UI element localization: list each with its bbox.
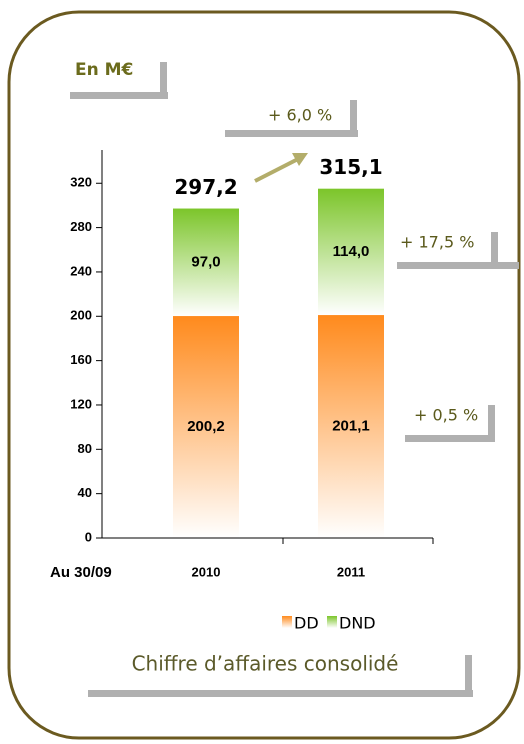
- total-label: 297,2: [174, 175, 237, 199]
- y-tick-label: 120: [70, 396, 92, 411]
- y-tick-label: 40: [78, 485, 92, 500]
- bar-segment: [173, 316, 239, 538]
- chart-title: Chiffre d’affaires consolidé: [132, 652, 399, 676]
- y-tick-label: 0: [85, 529, 92, 544]
- annotation: + 17,5 %: [400, 233, 474, 252]
- legend-swatch: [327, 616, 337, 628]
- y-tick-label: 240: [70, 263, 92, 278]
- value-label: 97,0: [191, 253, 220, 270]
- bar-segment: [318, 188, 384, 316]
- x-tick-label: 2010: [192, 564, 221, 579]
- y-tick-label: 80: [78, 441, 92, 456]
- value-label: 201,1: [332, 418, 370, 435]
- total-label: 315,1: [319, 155, 382, 179]
- shadow: [465, 655, 472, 695]
- legend-label: DD: [294, 614, 319, 633]
- value-label: 114,0: [333, 243, 370, 260]
- shadow: [350, 100, 357, 136]
- arrow: [254, 156, 301, 183]
- legend-label: DND: [339, 614, 376, 633]
- x-tick-label: 2011: [337, 564, 365, 579]
- legend-swatch: [282, 616, 292, 628]
- x-axis-label: Au 30/09: [50, 564, 112, 581]
- shadow: [70, 92, 168, 99]
- annotation: + 6,0 %: [268, 106, 332, 125]
- unit-label: En M€: [75, 60, 133, 80]
- y-tick-label: 320: [70, 175, 92, 190]
- y-tick-label: 280: [70, 219, 92, 234]
- shadow: [397, 262, 519, 269]
- y-tick-label: 160: [70, 352, 92, 367]
- y-tick-label: 200: [70, 308, 92, 323]
- shadow: [225, 130, 358, 137]
- frame: [7, 10, 521, 740]
- bar-segment: [173, 208, 239, 317]
- annotation: + 0,5 %: [414, 406, 478, 425]
- shadow: [491, 232, 498, 268]
- value-label: 200,2: [187, 418, 225, 435]
- shadow: [405, 435, 495, 442]
- shadow: [488, 405, 495, 441]
- arrow-head: [292, 153, 308, 166]
- shadow: [160, 62, 167, 98]
- bar-segment: [318, 315, 384, 538]
- shadow: [88, 690, 473, 697]
